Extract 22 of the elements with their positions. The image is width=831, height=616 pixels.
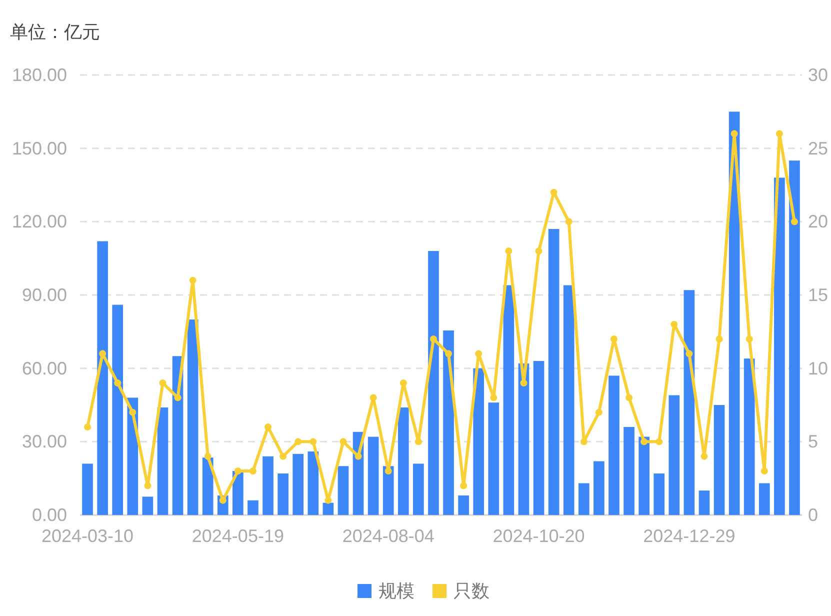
y2-tick-label: 20	[808, 212, 828, 232]
y2-tick-label: 0	[808, 505, 818, 525]
x-tick-label: 2024-03-10	[41, 526, 134, 546]
y2-tick-label: 15	[808, 285, 828, 305]
y2-tick-label: 25	[808, 138, 828, 158]
x-tick-label: 2024-12-29	[643, 526, 736, 546]
y-tick-label: 30.00	[22, 432, 67, 452]
legend-label: 规模	[378, 581, 414, 601]
y-tick-label: 90.00	[22, 285, 67, 305]
x-tick-label: 2024-08-04	[342, 526, 434, 546]
y-tick-label: 120.00	[12, 212, 67, 232]
y-tick-label: 60.00	[22, 358, 67, 378]
y-tick-label: 0.00	[32, 505, 67, 525]
y2-tick-label: 5	[808, 432, 818, 452]
y2-tick-label: 30	[808, 65, 828, 85]
y2-tick-label: 10	[808, 358, 828, 378]
x-tick-label: 2024-10-20	[492, 526, 585, 546]
ylabel: 单位：亿元	[10, 22, 100, 42]
y-tick-label: 150.00	[12, 138, 67, 158]
y-tick-label: 180.00	[12, 65, 67, 85]
x-tick-label: 2024-05-19	[192, 526, 284, 546]
legend-label: 只数	[454, 581, 490, 601]
